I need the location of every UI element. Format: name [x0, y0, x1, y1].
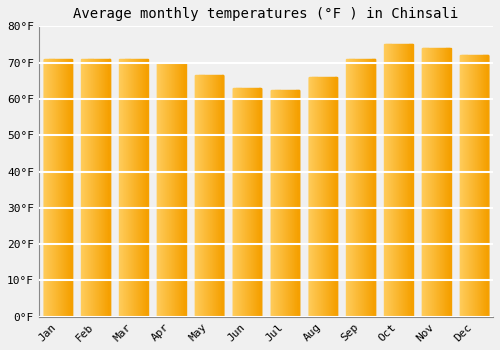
Title: Average monthly temperatures (°F ) in Chinsali: Average monthly temperatures (°F ) in Ch… [74, 7, 458, 21]
